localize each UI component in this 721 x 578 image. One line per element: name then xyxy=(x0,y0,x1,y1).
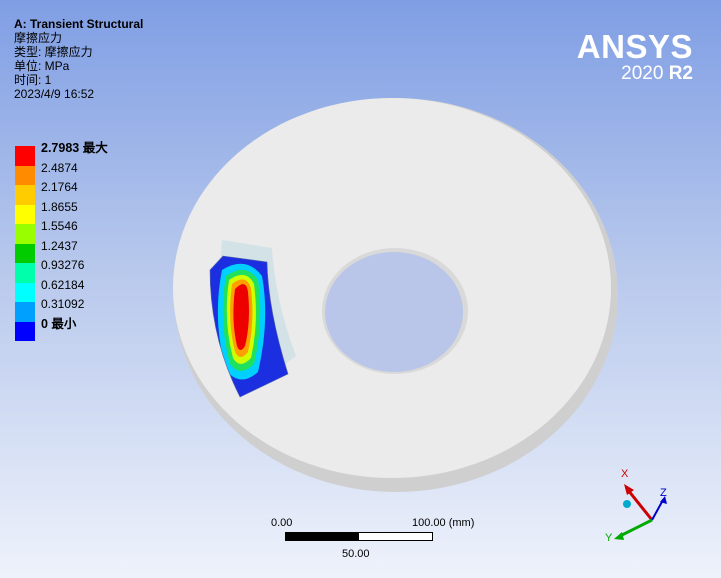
version-release: R2 xyxy=(668,63,693,84)
legend-swatch xyxy=(15,165,35,185)
result-unit: 单位: MPa xyxy=(14,59,70,73)
triad-z-label: Z xyxy=(660,487,667,499)
legend-label: 2.7983 最大 xyxy=(41,141,108,155)
analysis-title: A: Transient Structural xyxy=(14,17,144,31)
result-date: 2023/4/9 16:52 xyxy=(14,87,95,101)
legend-swatch xyxy=(15,224,35,244)
result-info: A: Transient Structural 摩擦应力 类型: 摩擦应力 单位… xyxy=(14,17,143,101)
triad-y-label: Y xyxy=(605,532,613,544)
legend-swatch xyxy=(15,146,35,166)
result-type: 类型: 摩擦应力 xyxy=(14,45,93,59)
disc-hole xyxy=(325,252,463,372)
scale-left-label: 0.00 xyxy=(271,517,293,529)
scale-right-label: 100.00 (mm) xyxy=(412,517,475,529)
scale-mid-label: 50.00 xyxy=(342,548,370,560)
pad-outline xyxy=(209,255,289,398)
brand-version: 2020 R2 xyxy=(577,64,693,84)
legend-label: 1.5546 xyxy=(41,219,78,233)
legend-label: 2.1764 xyxy=(41,180,78,194)
ansys-logo: ANSYS 2020 R2 xyxy=(577,30,693,84)
result-time: 时间: 1 xyxy=(14,73,52,87)
triad-axes xyxy=(614,484,667,540)
scale-ruler: 0.00 100.00 (mm) 50.00 xyxy=(271,517,491,567)
brand-name: ANSYS xyxy=(576,28,693,65)
triad-x-label: X xyxy=(621,468,629,480)
coordinate-triad[interactable]: X Z Y xyxy=(600,462,680,552)
legend-label: 1.2437 xyxy=(41,238,78,253)
legend-label: 0.62184 xyxy=(41,277,85,292)
result-name: 摩擦应力 xyxy=(14,31,63,45)
legend-swatch xyxy=(15,321,35,341)
legend-swatch xyxy=(15,282,35,302)
legend-label: 0 最小 xyxy=(41,316,77,331)
legend-label: 2.4874 xyxy=(41,160,78,175)
scale-bar xyxy=(285,532,433,541)
legend-label: 0.93276 xyxy=(41,258,85,272)
version-year: 2020 xyxy=(621,63,664,84)
legend-swatch xyxy=(15,243,35,263)
legend-label: 0.31092 xyxy=(41,297,85,311)
legend-swatch xyxy=(15,204,35,224)
legend-label: 1.8655 xyxy=(41,199,78,214)
legend-swatch xyxy=(15,302,35,322)
legend-swatch xyxy=(15,263,35,283)
legend-swatch xyxy=(15,185,35,205)
